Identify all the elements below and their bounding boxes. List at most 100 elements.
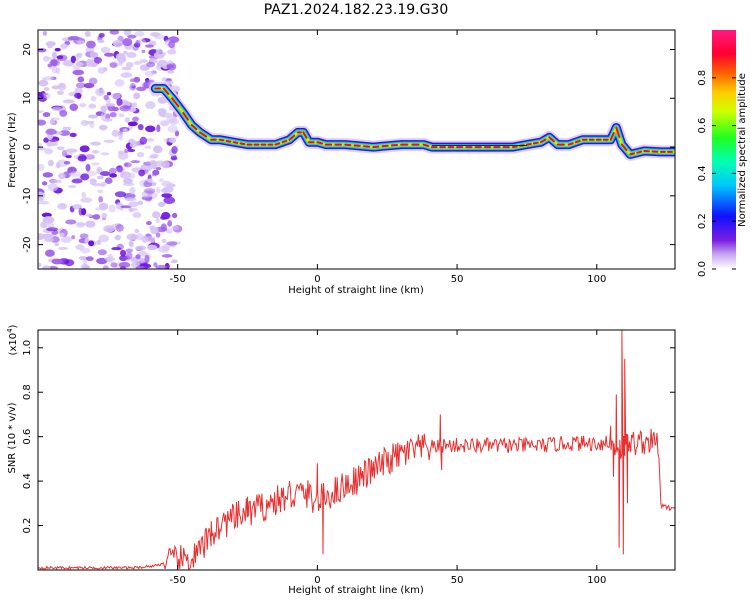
noise-speckle — [145, 71, 155, 77]
ridge-core-segment — [355, 145, 360, 146]
noise-speckle — [44, 238, 54, 242]
noise-speckle — [69, 171, 81, 177]
noise-speckle — [135, 254, 140, 259]
noise-speckle — [137, 152, 144, 158]
colorbar-label: Normalized spectral amplitude — [737, 73, 748, 227]
noise-speckle — [161, 239, 166, 243]
x-tick-label: 0 — [314, 274, 320, 285]
noise-speckle — [44, 87, 50, 91]
noise-speckle — [128, 173, 135, 179]
noise-speckle — [98, 67, 106, 73]
noise-speckle — [103, 95, 108, 101]
noise-speckle — [55, 48, 61, 52]
noise-speckle — [116, 98, 122, 106]
noise-speckle — [58, 247, 68, 250]
noise-speckle — [101, 105, 107, 112]
noise-speckle — [90, 52, 98, 58]
noise-speckle — [57, 147, 65, 150]
noise-speckle — [126, 234, 138, 241]
noise-speckle — [49, 59, 59, 67]
noise-speckle — [89, 77, 98, 84]
noise-speckle — [113, 40, 117, 45]
noise-speckle — [138, 39, 146, 44]
noise-speckle — [172, 213, 177, 218]
noise-speckle — [112, 130, 120, 137]
noise-speckle — [52, 106, 63, 111]
ridge-core-segment — [513, 146, 517, 147]
noise-speckle — [147, 245, 157, 251]
noise-speckle — [100, 113, 104, 121]
noise-speckle — [109, 168, 117, 174]
noise-speckle — [105, 178, 113, 184]
noise-speckle — [146, 62, 155, 68]
noise-speckle — [60, 43, 68, 49]
noise-speckle — [65, 219, 76, 224]
noise-speckle — [114, 235, 121, 241]
noise-speckle — [169, 118, 179, 125]
noise-speckle — [171, 259, 178, 263]
noise-speckle — [98, 249, 107, 255]
snr-plot-area — [38, 330, 675, 570]
noise-speckle — [78, 155, 87, 161]
noise-speckle — [135, 245, 146, 250]
y-tick-label: 0.4 — [22, 473, 33, 489]
noise-speckle — [78, 76, 85, 82]
noise-speckle — [146, 236, 156, 243]
noise-speckle — [110, 262, 117, 267]
noise-speckle — [171, 156, 178, 160]
noise-speckle — [158, 202, 165, 207]
noise-speckle — [171, 226, 179, 230]
noise-speckle — [43, 216, 55, 224]
noise-speckle — [132, 117, 139, 122]
ridge-core-segment — [234, 142, 238, 143]
noise-speckle — [117, 165, 123, 173]
noise-speckle — [115, 224, 123, 232]
noise-speckle — [124, 28, 131, 36]
noise-speckle — [100, 171, 110, 176]
noise-speckle — [156, 124, 160, 132]
noise-speckle — [77, 40, 85, 44]
noise-speckle — [97, 40, 104, 43]
noise-speckle — [91, 96, 97, 101]
noise-speckle — [133, 77, 140, 83]
noise-speckle — [167, 70, 174, 73]
noise-speckle — [91, 162, 100, 165]
ridge-core-segment — [534, 143, 538, 144]
noise-speckle — [44, 76, 54, 80]
noise-speckle — [64, 161, 71, 165]
noise-speckle — [74, 93, 82, 99]
noise-speckle — [145, 101, 155, 109]
colorbar-gradient — [712, 30, 736, 269]
noise-speckle — [92, 214, 100, 220]
snr-x-axis-label: Height of straight line (km) — [288, 585, 424, 596]
noise-speckle — [129, 208, 134, 212]
noise-speckle — [150, 160, 156, 164]
noise-speckle — [99, 203, 108, 211]
ridge-core-segment — [364, 146, 369, 147]
noise-speckle — [92, 150, 100, 154]
noise-speckle — [119, 113, 125, 117]
colorbar-tick-label: 0.8 — [697, 70, 708, 86]
ridge-core-segment — [373, 147, 378, 148]
noise-speckle — [80, 145, 90, 152]
noise-speckle — [125, 197, 137, 201]
colorbar: 0.00.20.40.60.8 Normalized spectral ampl… — [697, 30, 748, 277]
noise-speckle — [86, 41, 96, 49]
noise-speckle — [86, 214, 92, 217]
noise-speckle — [86, 164, 91, 172]
noise-speckle — [85, 31, 91, 37]
ridge-core-segment — [527, 144, 531, 145]
noise-speckle — [129, 187, 135, 195]
noise-speckle — [80, 197, 92, 202]
noise-speckle — [109, 173, 117, 177]
ridge-core-segment — [283, 141, 287, 142]
noise-speckle — [104, 140, 115, 143]
y-tick-label: 1.0 — [22, 340, 33, 356]
noise-speckle — [88, 240, 94, 246]
noise-speckle — [79, 208, 83, 216]
noise-speckle — [110, 112, 117, 117]
noise-speckle — [161, 223, 167, 231]
noise-speckle — [108, 205, 115, 213]
noise-speckle — [70, 104, 79, 111]
